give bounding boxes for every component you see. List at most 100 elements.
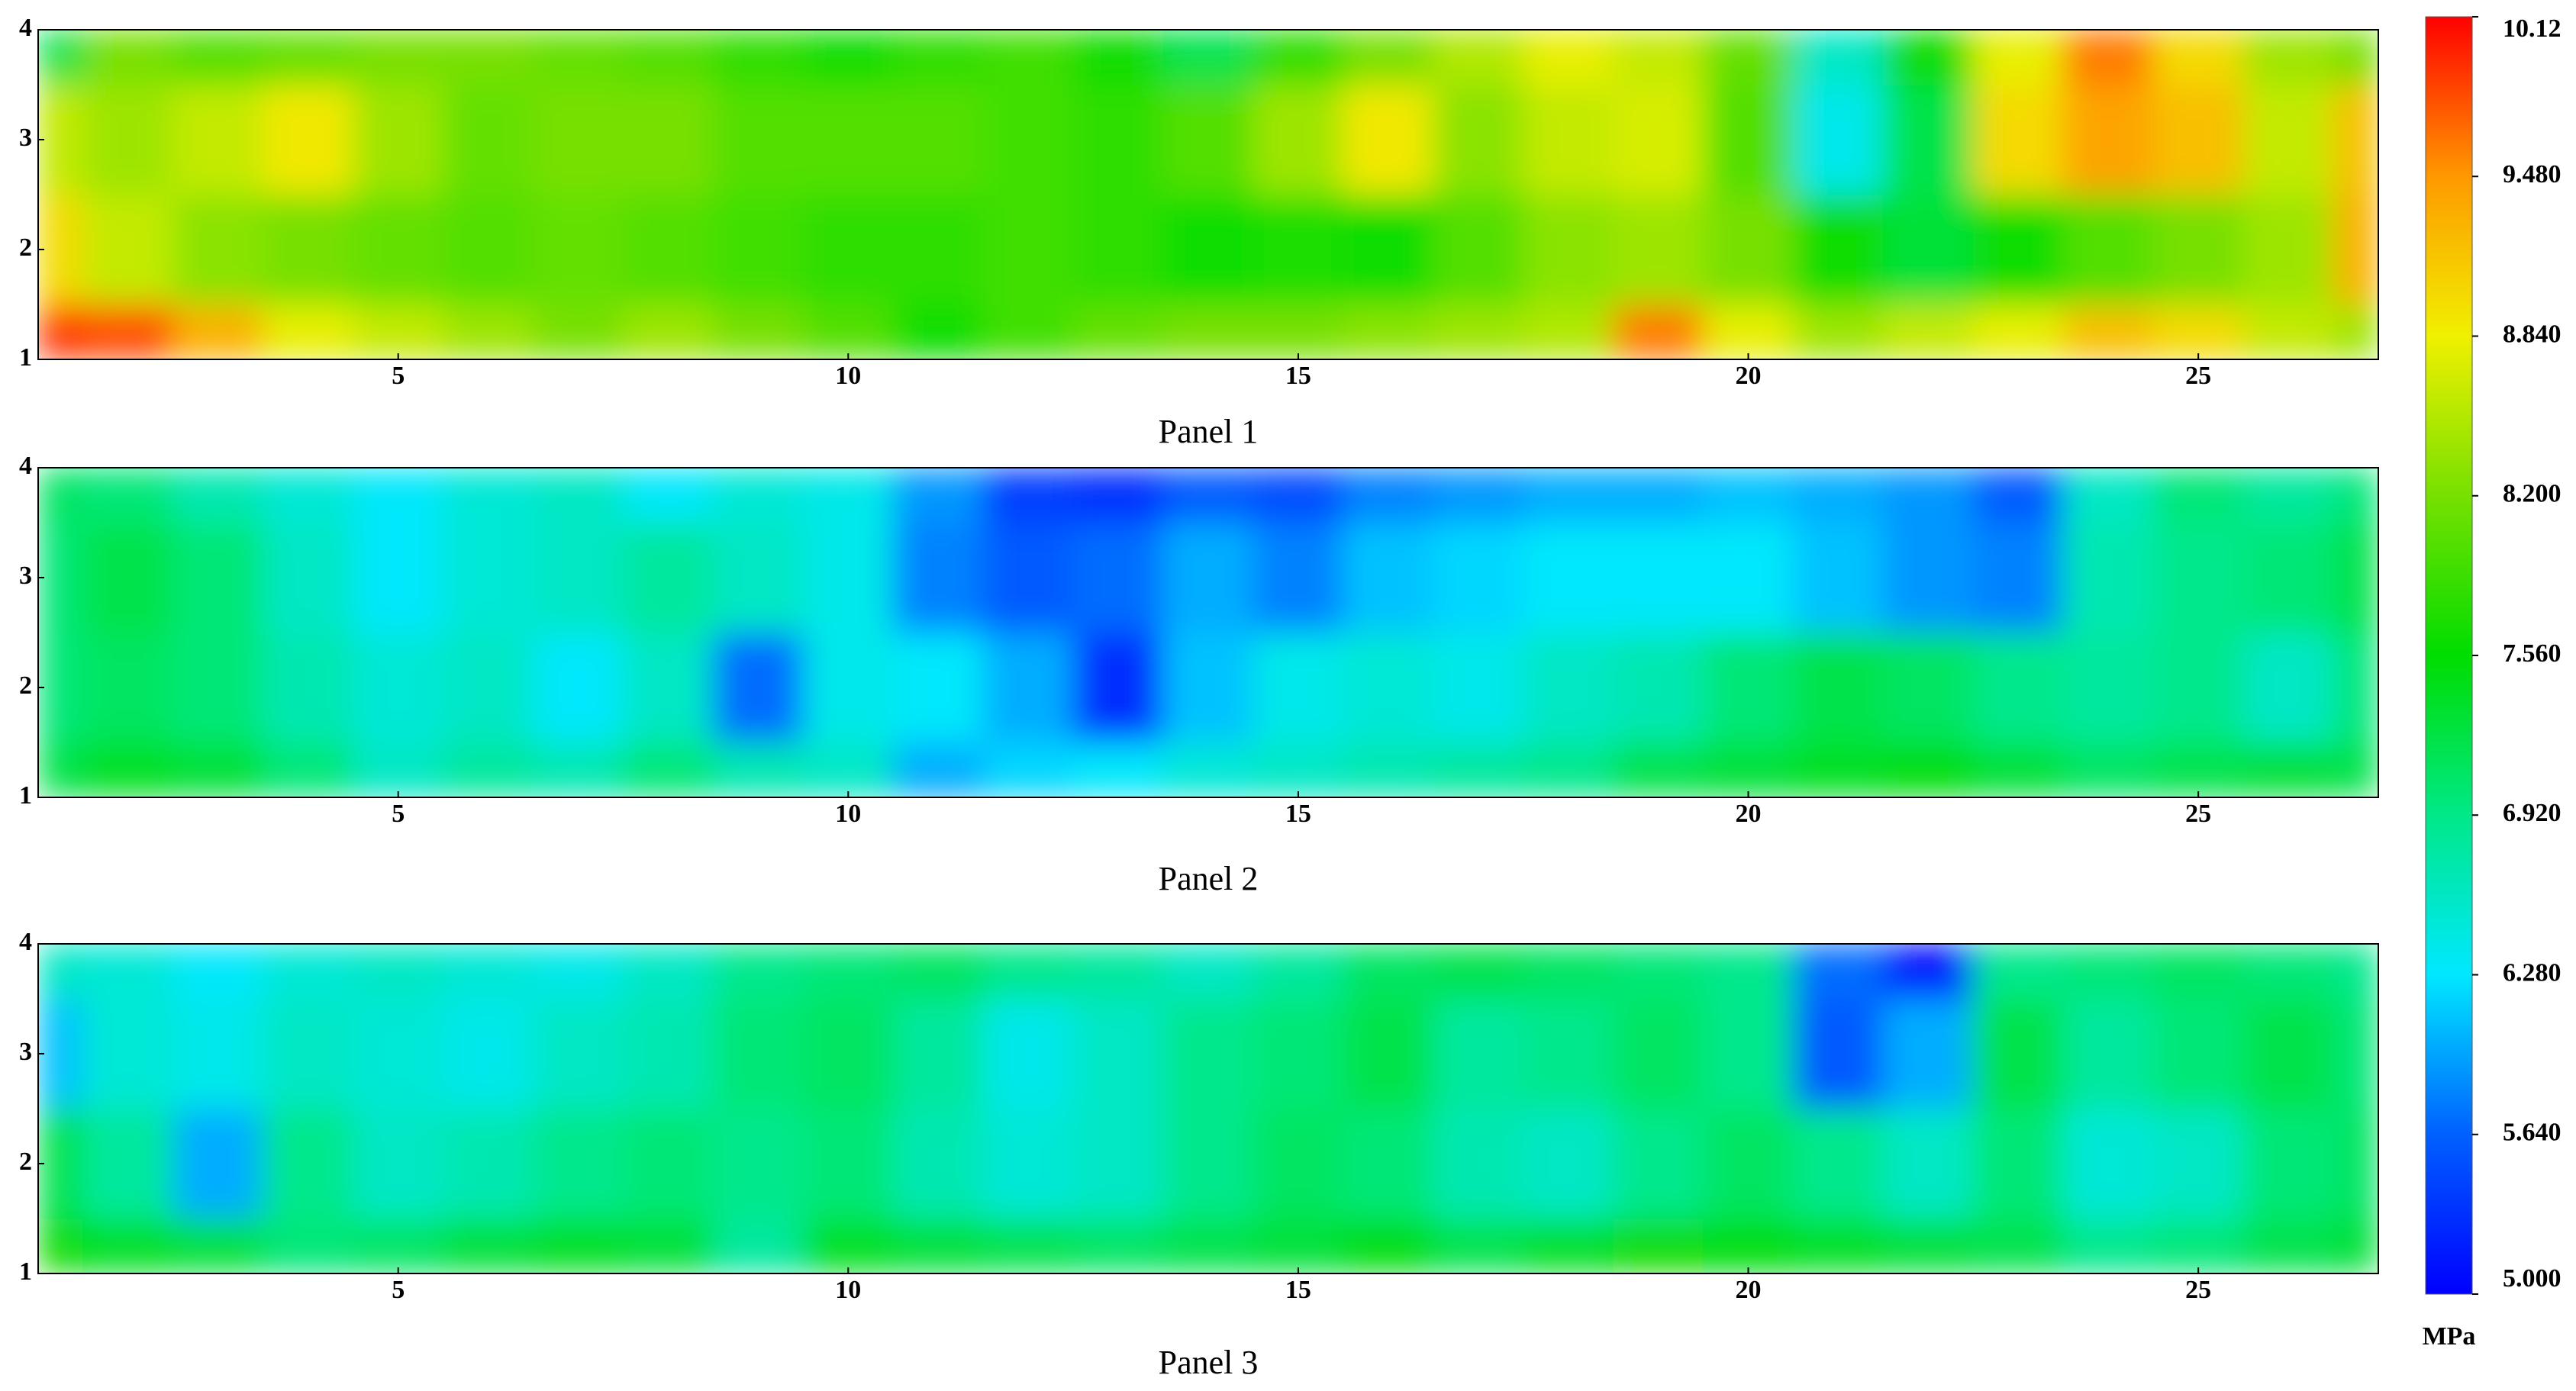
cell [533, 304, 624, 359]
cell [802, 944, 894, 1000]
cell [1972, 944, 2064, 1000]
cell [1972, 522, 2064, 633]
cell [1343, 522, 1434, 633]
cell [1882, 944, 1974, 1000]
cell [1882, 1218, 1974, 1273]
cell [802, 522, 894, 633]
cell [892, 30, 984, 85]
cell [263, 944, 354, 1000]
cell [1162, 304, 1254, 359]
cell [2242, 1218, 2334, 1273]
cell [1793, 1218, 1884, 1273]
cell [2152, 194, 2244, 305]
cell [1523, 1108, 1614, 1219]
cell [1793, 468, 1884, 523]
cell [1613, 522, 1704, 633]
cell [263, 468, 354, 523]
cell [1613, 304, 1704, 359]
cell [1972, 1108, 2064, 1219]
cell [38, 998, 84, 1109]
cell [353, 468, 444, 523]
cell [982, 998, 1074, 1109]
cell [623, 1218, 714, 1273]
colorbar-tick-label: 6.280 [2503, 958, 2561, 987]
cell [982, 30, 1074, 85]
cell [2242, 944, 2334, 1000]
colorbar-label: MPa [2423, 1322, 2476, 1351]
cell [1613, 1108, 1704, 1219]
cell [172, 1108, 264, 1219]
cell [2152, 522, 2244, 633]
cell [38, 1218, 84, 1273]
cell [172, 30, 264, 85]
cell [1882, 522, 1974, 633]
cell [2333, 742, 2378, 797]
cell [443, 1108, 534, 1219]
cell [263, 998, 354, 1109]
cell [263, 84, 354, 195]
x-tick-label: 15 [1285, 362, 1311, 390]
y-tick-label: 3 [19, 562, 32, 590]
cell [1253, 742, 1344, 797]
cell [1162, 1218, 1254, 1273]
cell [1613, 1218, 1704, 1273]
cell [1703, 194, 1794, 305]
cell [263, 742, 354, 797]
cell [1703, 998, 1794, 1109]
cell [1072, 30, 1164, 85]
cell [1072, 522, 1164, 633]
cell [712, 522, 804, 633]
cell [982, 304, 1074, 359]
cell [82, 632, 174, 743]
frame [37, 29, 2379, 360]
cell [623, 522, 714, 633]
cell [353, 1218, 444, 1273]
cell [82, 998, 174, 1109]
cell [2062, 522, 2154, 633]
cell [1613, 194, 1704, 305]
heatmap [38, 30, 2378, 359]
cell [982, 1218, 1074, 1273]
cell [1523, 632, 1614, 743]
cell [892, 742, 984, 797]
cell [1162, 522, 1254, 633]
cell [2333, 522, 2378, 633]
cell [892, 998, 984, 1109]
cell [353, 998, 444, 1109]
cell [1523, 944, 1614, 1000]
cell [38, 742, 84, 797]
cell [2242, 468, 2334, 523]
cell [1433, 468, 1524, 523]
cell [982, 522, 1074, 633]
x-tick-label: 25 [2185, 362, 2211, 390]
cell [533, 998, 624, 1109]
cell [38, 468, 84, 523]
cell [443, 944, 534, 1000]
cell [1253, 194, 1344, 305]
cell [38, 194, 84, 305]
cell [172, 1218, 264, 1273]
cell [1343, 742, 1434, 797]
cell [1343, 1218, 1434, 1273]
colorbar-tick-label: 9.480 [2503, 160, 2561, 188]
y-tick-label: 2 [19, 233, 32, 262]
cell [82, 194, 174, 305]
panel-title: Panel 1 [1159, 413, 1259, 450]
cell [533, 1218, 624, 1273]
cell [1072, 1108, 1164, 1219]
cell [533, 522, 624, 633]
y-tick-label: 3 [19, 1038, 32, 1066]
cell [353, 30, 444, 85]
cell [1882, 84, 1974, 195]
x-tick-label: 25 [2185, 1276, 2211, 1304]
cell [443, 84, 534, 195]
cell [1882, 468, 1974, 523]
cell [263, 632, 354, 743]
cell [1343, 304, 1434, 359]
cell [2152, 742, 2244, 797]
cell [1433, 632, 1524, 743]
cell [1882, 30, 1974, 85]
cell [443, 468, 534, 523]
cell [1703, 944, 1794, 1000]
cell [1972, 742, 2064, 797]
